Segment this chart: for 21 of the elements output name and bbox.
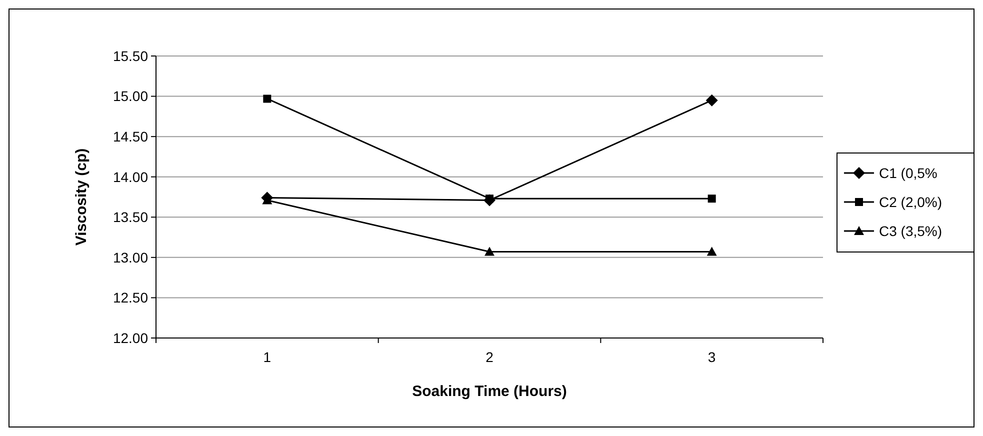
y-axis-title: Viscosity (cp) [73,148,90,246]
legend-label: C2 (2,0%) [879,194,942,210]
legend-label: C3 (3,5%) [879,222,942,239]
y-tick-label: 14.00 [112,168,148,185]
x-tick-label: 2 [486,349,494,365]
y-tick-label: 15.50 [112,48,148,64]
x-axis-title: Soaking Time (Hours) [412,383,567,400]
y-tick-label: 12.00 [112,330,148,346]
x-tick-label: 3 [708,349,716,365]
legend-label: C1 (0,5% [879,164,938,181]
point [708,194,716,203]
y-tick-label: 13.50 [112,209,148,226]
y-tick-label: 13.00 [112,249,148,266]
y-tick-label: 15.00 [112,88,148,104]
y-tick-label: 12.50 [112,290,148,306]
x-tick-label: 1 [263,349,272,365]
point [706,246,717,256]
point [484,246,494,256]
y-tick-label: 14.50 [112,128,148,144]
point [706,94,718,106]
point [263,94,272,103]
